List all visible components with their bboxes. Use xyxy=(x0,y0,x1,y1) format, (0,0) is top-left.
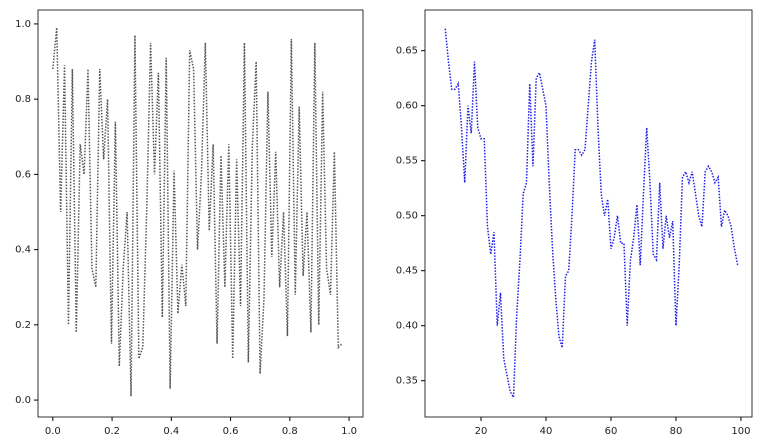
x-tick-label: 0.0 xyxy=(45,426,61,437)
y-tick-label: 0.35 xyxy=(396,376,418,387)
y-tick-label: 0.45 xyxy=(396,266,418,277)
data-line xyxy=(52,27,343,397)
axes-frame xyxy=(424,9,753,418)
x-tick-label: 0.2 xyxy=(104,426,120,437)
y-tick-label: 0.8 xyxy=(15,94,31,105)
y-tick-label: 0.6 xyxy=(15,169,31,180)
x-tick-label: 0.6 xyxy=(223,426,239,437)
y-tick-label: 0.0 xyxy=(15,395,31,406)
y-tick-label: 0.60 xyxy=(396,101,418,112)
axes-frame xyxy=(37,9,364,418)
x-tick-label: 0.4 xyxy=(163,426,179,437)
y-tick-label: 0.65 xyxy=(396,46,418,57)
x-tick-label: 100 xyxy=(731,426,750,437)
y-tick-label: 0.2 xyxy=(15,320,31,331)
y-tick-label: 1.0 xyxy=(15,19,31,30)
y-tick-label: 0.55 xyxy=(396,156,418,167)
y-tick-label: 0.50 xyxy=(396,211,418,222)
x-tick-label: 20 xyxy=(475,426,488,437)
x-tick-label: 40 xyxy=(540,426,553,437)
data-line xyxy=(444,28,739,400)
x-tick-label: 80 xyxy=(670,426,683,437)
x-tick-label: 1.0 xyxy=(341,426,357,437)
x-tick-label: 60 xyxy=(605,426,618,437)
y-tick-label: 0.4 xyxy=(15,245,31,256)
y-tick-label: 0.40 xyxy=(396,321,418,332)
x-tick-label: 0.8 xyxy=(282,426,298,437)
